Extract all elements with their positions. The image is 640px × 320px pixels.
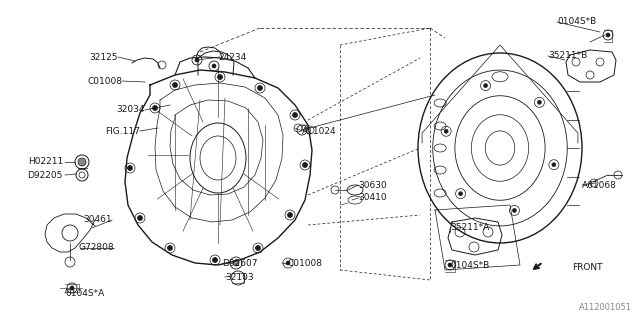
Text: 30461: 30461	[83, 215, 112, 225]
Circle shape	[303, 163, 307, 167]
Circle shape	[168, 245, 173, 251]
Circle shape	[127, 165, 132, 171]
Text: A11024: A11024	[302, 126, 337, 135]
Text: 32125: 32125	[90, 52, 118, 61]
Circle shape	[233, 260, 239, 266]
Text: FRONT: FRONT	[572, 262, 602, 271]
Text: D92607: D92607	[222, 260, 257, 268]
Text: A61068: A61068	[582, 180, 617, 189]
Circle shape	[218, 75, 223, 79]
Text: 24234: 24234	[218, 52, 246, 61]
Circle shape	[538, 100, 541, 104]
Circle shape	[173, 83, 177, 87]
Text: 0104S*B: 0104S*B	[450, 260, 489, 269]
Text: 32034: 32034	[116, 106, 145, 115]
Text: 35211*A: 35211*A	[450, 223, 489, 233]
Circle shape	[448, 263, 452, 267]
Text: H02211: H02211	[28, 157, 63, 166]
Text: C01008: C01008	[287, 260, 322, 268]
Circle shape	[257, 85, 262, 91]
Circle shape	[484, 84, 488, 88]
Circle shape	[606, 33, 610, 37]
Circle shape	[287, 212, 292, 218]
Text: C01008: C01008	[87, 76, 122, 85]
Text: 0104S*B: 0104S*B	[557, 18, 596, 27]
Text: 30630: 30630	[358, 180, 387, 189]
Circle shape	[552, 163, 556, 167]
Circle shape	[78, 158, 86, 166]
Circle shape	[195, 58, 199, 62]
Circle shape	[212, 64, 216, 68]
Circle shape	[212, 258, 218, 262]
Circle shape	[152, 106, 157, 110]
Text: 32103: 32103	[225, 273, 253, 282]
Text: 30410: 30410	[358, 194, 387, 203]
Circle shape	[444, 129, 448, 133]
Text: FIG.117: FIG.117	[105, 126, 140, 135]
Text: 35211*B: 35211*B	[548, 52, 588, 60]
Circle shape	[292, 113, 298, 117]
Text: G72808: G72808	[78, 244, 114, 252]
Circle shape	[255, 245, 260, 251]
Text: 0104S*A: 0104S*A	[65, 289, 104, 298]
Text: D92205: D92205	[28, 171, 63, 180]
Circle shape	[138, 215, 143, 220]
Circle shape	[70, 286, 74, 290]
Circle shape	[286, 261, 290, 265]
Circle shape	[513, 208, 516, 212]
Text: A112001051: A112001051	[579, 303, 632, 312]
Circle shape	[459, 192, 463, 196]
